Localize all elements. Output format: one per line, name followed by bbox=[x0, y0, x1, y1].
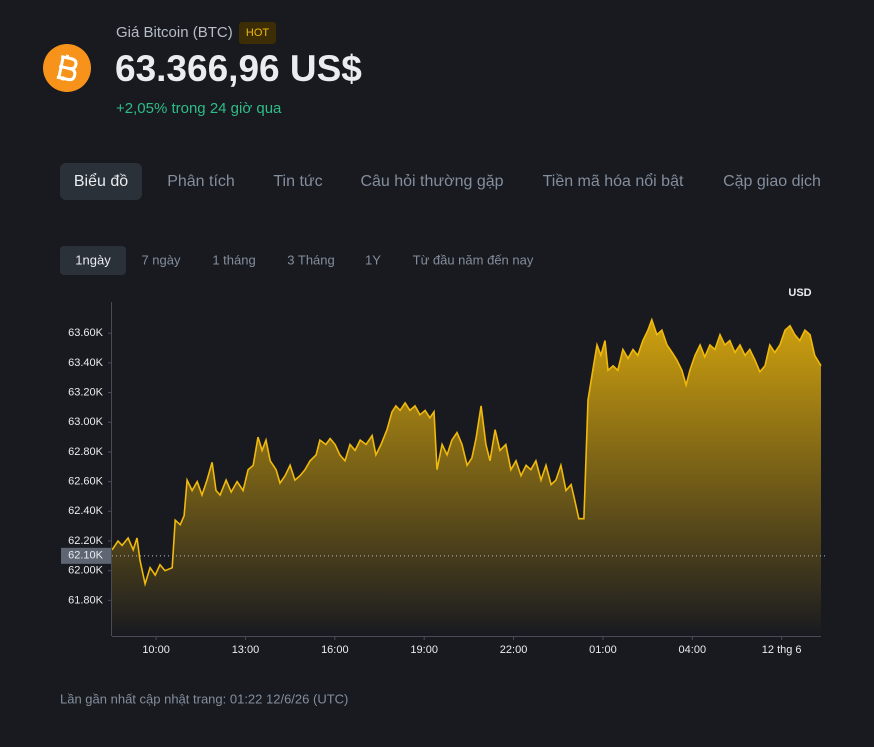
tab[interactable]: Phân tích bbox=[167, 173, 235, 190]
tab[interactable]: Tiền mã hóa nổi bật bbox=[543, 172, 684, 190]
tab[interactable]: Tin tức bbox=[273, 173, 322, 190]
title: Giá Bitcoin (BTC) bbox=[116, 24, 233, 41]
y-tick-label: 62.20K bbox=[68, 535, 104, 547]
price-line bbox=[111, 317, 822, 588]
footer: Lần gần nhất cập nhật trang: 01:22 12/6/… bbox=[60, 691, 348, 706]
x-tick-label: 13:00 bbox=[232, 644, 260, 656]
range-active-bg bbox=[60, 246, 126, 275]
y-tick-label: 62.40K bbox=[68, 505, 104, 517]
range[interactable]: 1 tháng bbox=[212, 252, 255, 267]
coin-logo bbox=[43, 44, 91, 92]
change: +2,05% trong 24 giờ qua bbox=[116, 100, 282, 117]
x-tick-label: 12 thg 6 bbox=[762, 644, 802, 656]
x-tick-label: 19:00 bbox=[410, 644, 438, 656]
y-tick-label: 62.60K bbox=[68, 476, 104, 488]
tab[interactable]: Biểu đồ bbox=[74, 172, 128, 190]
ranges: 1ngày 7 ngày 1 tháng 3 Tháng 1Y Từ đầu năm đế… bbox=[60, 246, 534, 275]
y-tick-label: 63.00K bbox=[68, 416, 104, 428]
area-fill bbox=[112, 319, 821, 636]
x-tick-label: 01:00 bbox=[589, 644, 617, 656]
range[interactable]: 3 Tháng bbox=[287, 252, 334, 267]
x-tick-label: 04:00 bbox=[679, 644, 707, 656]
y-tick-label: 63.60K bbox=[68, 327, 104, 339]
badge: HOT bbox=[246, 27, 270, 39]
range[interactable]: Từ đầu năm đến nay bbox=[413, 252, 534, 267]
x-tick-label: 16:00 bbox=[321, 644, 349, 656]
x-tick-label: 22:00 bbox=[500, 644, 528, 656]
price: 63.366,96 US$ bbox=[115, 48, 362, 89]
badge-bg bbox=[239, 22, 276, 44]
reference-label-bg bbox=[61, 547, 112, 564]
chart: USD 61.80K 62.00K 62.20K 62.40K 62.60K 62.80K 6… bbox=[61, 287, 825, 656]
y-tick-label: 62.00K bbox=[68, 565, 104, 577]
range[interactable]: 1ngày bbox=[75, 252, 111, 267]
y-tick-label: 62.80K bbox=[68, 446, 104, 458]
reference-label: 62.10K bbox=[68, 550, 104, 562]
y-tick-label: 61.80K bbox=[68, 594, 104, 606]
range[interactable]: 7 ngày bbox=[141, 252, 181, 267]
unit-label: USD bbox=[788, 287, 811, 299]
y-tick-label: 63.20K bbox=[68, 386, 104, 398]
tab[interactable]: Cặp giao dịch bbox=[723, 173, 821, 190]
y-tick-label: 63.40K bbox=[68, 357, 104, 369]
tab-active-bg bbox=[60, 163, 142, 200]
tabs: Biểu đồ Phân tích Tin tức Câu hỏi thường gặ… bbox=[60, 163, 821, 200]
range[interactable]: 1Y bbox=[365, 252, 381, 267]
x-tick-label: 10:00 bbox=[142, 644, 170, 656]
tab[interactable]: Câu hỏi thường gặp bbox=[360, 173, 503, 190]
